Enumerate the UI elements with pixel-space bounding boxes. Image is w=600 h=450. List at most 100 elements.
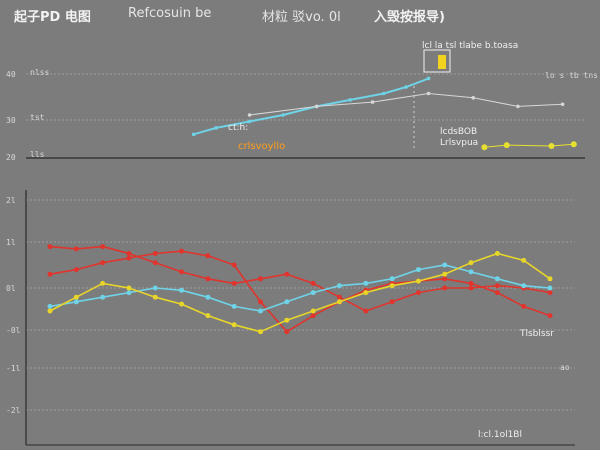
data-point [547,313,553,319]
data-point [47,271,53,277]
data-point [179,287,185,293]
data-point [284,329,290,335]
y-tick-minor: nlss [30,68,49,77]
data-point [468,269,474,275]
data-point [381,91,386,96]
y-tick-label: 0l [6,284,16,293]
series-line [49,252,551,333]
data-point [258,308,264,314]
annotation-label: lcl la tsl tlabe b.toasa [422,41,518,51]
data-point [247,119,252,124]
data-point [547,285,553,291]
data-point [191,132,196,137]
data-point [570,141,577,148]
data-point [100,244,106,250]
data-point [336,283,342,289]
data-point [521,283,527,289]
data-point [205,294,211,300]
y-tick-label: 30 [6,116,16,125]
data-point [471,96,476,100]
data-point [179,269,185,275]
data-point [310,313,316,319]
chart-subtitle: Refcosuin be [128,6,212,21]
data-point [152,251,158,256]
data-point [179,248,185,254]
data-point [481,144,488,151]
data-point [205,253,211,259]
y-tick-label: 2l [6,196,16,205]
annotation-label: lo s tb tns [545,71,598,80]
data-point [363,290,369,296]
data-point [415,278,421,284]
data-point [336,294,342,300]
y-tick-label: 1l [6,238,16,247]
data-point [310,280,316,286]
data-point [363,308,369,314]
data-point [415,290,421,296]
data-point [389,283,395,289]
data-point [73,267,79,273]
data-point [370,100,375,104]
y-tick-label: 20 [6,153,16,162]
series-line [49,245,551,312]
legend-label: lcdsBOB [440,127,477,137]
data-point [548,142,555,149]
annotation-label: Tlsblssr [519,329,554,339]
data-point [179,301,185,307]
data-point [284,317,290,323]
data-point [468,285,474,291]
y-tick-label: -2l [6,406,21,415]
chart-mid-label: 材粒 驳vo. 0l [262,10,341,25]
data-point [152,285,158,291]
data-point [494,276,500,282]
data-point [310,290,316,296]
data-point [503,142,510,149]
data-point [516,104,520,109]
y-tick-label: -1l [6,364,21,373]
y-tick-label: -0l [6,326,21,335]
data-point [126,255,132,261]
chart-title: 起子PD 电图 [14,10,91,25]
data-point [494,251,500,256]
chart-right-label: 入毁按报导) [374,10,445,25]
data-point [47,244,53,250]
data-point [442,262,448,268]
data-point [521,303,527,309]
annotation-label: ao [560,363,570,372]
left-label: ct:h: [228,123,248,133]
data-point [258,276,264,282]
data-point [442,271,448,277]
y-tick-minor: lls [30,150,45,159]
data-point [126,285,132,291]
data-point [214,126,218,130]
data-point [126,251,132,256]
data-point [100,260,106,266]
legend-label: Lrlsvpua [440,138,478,148]
data-point [205,313,211,319]
data-point [348,98,353,102]
data-point [152,260,158,266]
data-point [363,280,369,286]
series-line [484,143,574,148]
data-point [231,303,237,309]
data-point [205,276,211,282]
data-point [494,283,500,289]
data-point [389,299,395,305]
data-point [73,294,79,300]
data-point [47,308,53,314]
data-point [415,267,421,273]
data-point [284,299,290,305]
data-point [231,262,237,268]
data-point [494,290,500,296]
data-point [314,104,319,109]
data-point [426,76,431,81]
data-point [231,322,237,328]
data-point [152,294,158,300]
data-point [442,276,448,282]
data-point [468,260,474,266]
data-point [521,257,527,263]
y-tick-label: 40 [6,70,16,79]
annotation-box [423,49,451,73]
